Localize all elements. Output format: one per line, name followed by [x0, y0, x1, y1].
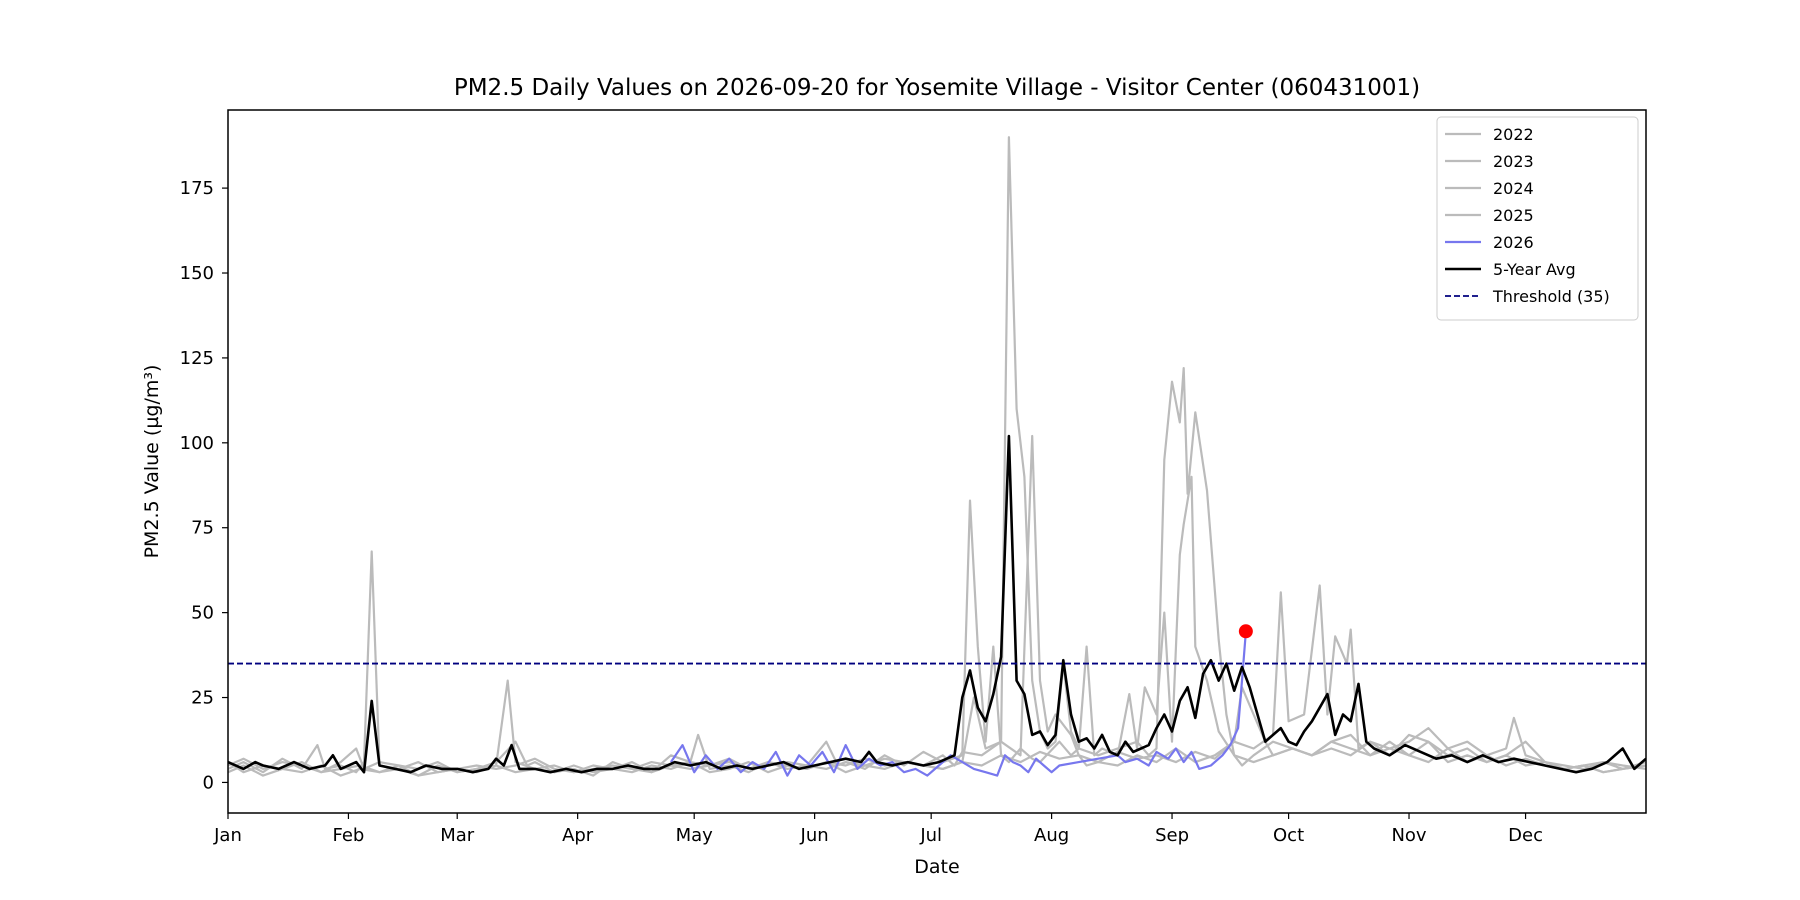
legend-label: 2024	[1493, 179, 1534, 198]
legend-label: 5-Year Avg	[1493, 260, 1576, 279]
series-line-2024	[228, 136, 1646, 777]
series-line-2026	[669, 631, 1247, 777]
series-line-5-year-avg	[228, 434, 1646, 774]
legend-label: Threshold (35)	[1492, 287, 1610, 306]
legend-label: 2023	[1493, 152, 1534, 171]
chart-title: PM2.5 Daily Values on 2026-09-20 for Yos…	[454, 75, 1420, 101]
y-tick-label: 50	[191, 603, 214, 624]
x-tick-label: Feb	[332, 825, 364, 846]
legend-label: 2022	[1493, 125, 1534, 144]
current-value-marker	[1238, 624, 1253, 639]
x-tick-label: Aug	[1034, 825, 1069, 846]
x-tick-label: Jul	[919, 825, 942, 846]
legend-label: 2025	[1493, 206, 1534, 225]
legend: 2022 2023 2024 2025 2026 5-Year Avg Threshold …	[1436, 116, 1639, 321]
y-axis-label: PM2.5 Value (µg/m³)	[141, 365, 163, 559]
y-axis: 0 25 50 75 100 125 150 175	[180, 178, 228, 793]
x-tick-label: Mar	[440, 825, 475, 846]
x-tick-label: Sep	[1155, 825, 1189, 846]
legend-label: 2026	[1493, 233, 1534, 252]
y-tick-label: 150	[180, 263, 214, 284]
legend-box	[1436, 116, 1639, 321]
x-axis-label: Date	[914, 856, 959, 878]
series-line-2023	[228, 434, 1646, 774]
plot-area	[228, 136, 1646, 777]
x-tick-label: Jun	[800, 825, 829, 846]
x-tick-label: Oct	[1273, 825, 1304, 846]
x-tick-label: Dec	[1508, 825, 1543, 846]
plot-frame	[227, 109, 1647, 814]
x-tick-label: Nov	[1391, 825, 1426, 846]
y-tick-label: 0	[203, 772, 214, 793]
y-tick-label: 125	[180, 348, 214, 369]
y-tick-label: 75	[191, 518, 214, 539]
x-tick-label: Jan	[213, 825, 242, 846]
y-tick-label: 25	[191, 688, 214, 709]
x-tick-label: May	[676, 825, 714, 846]
series-line-2022	[228, 367, 1646, 777]
x-tick-label: Apr	[562, 825, 594, 846]
x-axis: Jan Feb Mar Apr May Jun Jul Aug Sep Oct Nov Dec	[213, 813, 1543, 846]
y-tick-label: 100	[180, 433, 214, 454]
y-tick-label: 175	[180, 178, 214, 199]
